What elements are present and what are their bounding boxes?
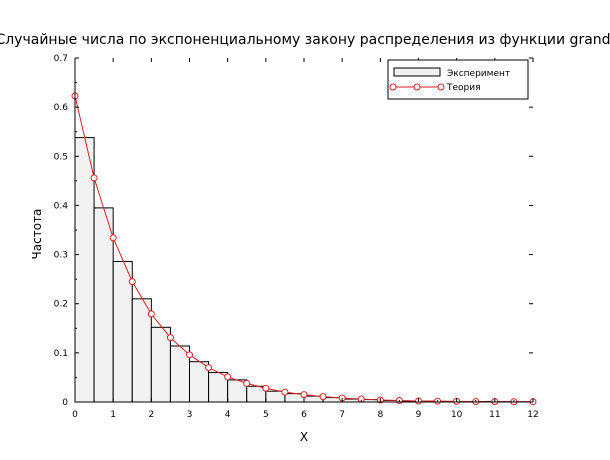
x-tick-label: 5 (263, 410, 269, 420)
theory-point (300, 391, 308, 399)
theory-point (319, 393, 327, 401)
x-tick-label: 6 (301, 410, 307, 420)
legend-label-experiment: Эксперимент (447, 69, 510, 79)
x-tick-label: 10 (451, 410, 463, 420)
y-axis-label: Частота (30, 209, 44, 260)
y-tick-label: 0 (62, 398, 68, 408)
theory-point (109, 234, 117, 242)
legend-label-theory: Теория (446, 83, 481, 93)
legend-marker-theory (437, 83, 445, 91)
y-tick-label: 0.2 (54, 300, 68, 310)
legend: Эксперимент Теория (387, 59, 529, 100)
x-tick-label: 0 (72, 410, 78, 420)
y-ticks: 0 0.1 0.2 0.3 0.4 0.5 0.6 0.7 (54, 54, 533, 408)
legend-marker-theory (389, 83, 397, 91)
x-axis-label: X (300, 430, 308, 444)
theory-point (147, 310, 155, 318)
theory-point (243, 379, 251, 387)
theory-point (224, 373, 232, 381)
x-tick-label: 1 (110, 410, 116, 420)
theory-point (186, 351, 193, 359)
theory-point (205, 364, 213, 372)
x-tick-label: 12 (527, 410, 538, 420)
theory-point (90, 174, 98, 182)
legend-marker-theory (413, 83, 421, 91)
y-tick-label: 0.1 (54, 349, 68, 359)
theory-point (281, 388, 289, 396)
y-tick-label: 0.4 (54, 201, 69, 211)
x-tick-label: 2 (148, 410, 154, 420)
theory-point (128, 278, 136, 286)
x-tick-label: 11 (489, 410, 500, 420)
x-ticks: 0 1 2 3 4 5 6 7 8 9 10 11 12 (72, 58, 539, 420)
theory-point (262, 384, 270, 392)
y-tick-label: 0.5 (54, 152, 68, 162)
y-tick-label: 0.7 (54, 54, 68, 64)
chart-title: Случайные числа по экспоненциальному зак… (0, 32, 610, 48)
legend-box (387, 59, 529, 100)
y-tick-label: 0.3 (54, 251, 68, 261)
x-tick-label: 4 (225, 410, 231, 420)
theory-point (166, 334, 174, 342)
x-tick-label: 7 (339, 410, 345, 420)
y-tick-label: 0.6 (54, 103, 69, 113)
x-tick-label: 8 (377, 410, 383, 420)
histogram-bars (74, 137, 534, 403)
x-tick-label: 3 (187, 410, 193, 420)
legend-swatch-experiment (393, 67, 441, 77)
x-tick-label: 9 (416, 410, 422, 420)
